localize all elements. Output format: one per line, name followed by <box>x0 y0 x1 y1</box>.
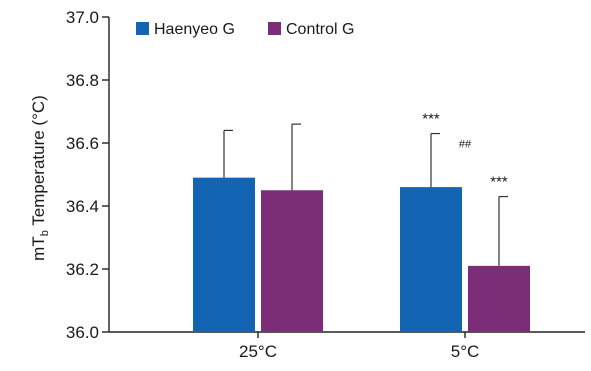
axes: 36.0 36.2 36.4 36.6 36.8 37.0 25°C 5°C <box>66 8 585 361</box>
y-axis-title-subscript: b <box>39 230 51 236</box>
x-tick-label: 5°C <box>451 342 480 361</box>
y-tick-label: 36.6 <box>66 134 99 153</box>
legend-swatch <box>268 22 281 35</box>
x-tick-label: 25°C <box>239 342 277 361</box>
y-tick-label: 36.8 <box>66 71 99 90</box>
y-tick-label: 36.2 <box>66 260 99 279</box>
legend: Haenyeo G Control G <box>136 21 354 38</box>
significance-mark: *** <box>490 174 508 191</box>
y-axis-title-prefix: mT <box>29 236 48 261</box>
legend-label: Haenyeo G <box>154 21 235 38</box>
y-axis-title: mTb Temperature (°C) <box>29 95 51 261</box>
y-tick-label: 36.4 <box>66 197 99 216</box>
legend-swatch <box>136 22 149 35</box>
significance-mark: *** <box>422 111 440 128</box>
y-axis-title-suffix: Temperature (°C) <box>29 95 48 230</box>
bar <box>261 190 323 332</box>
y-tick-label: 37.0 <box>66 8 99 27</box>
bar <box>193 177 255 332</box>
error-bars <box>223 123 508 266</box>
y-tick-label: 36.0 <box>66 323 99 342</box>
bars <box>193 177 530 332</box>
legend-label: Control G <box>286 21 354 38</box>
significance-annotations: *** *** ## <box>422 111 508 191</box>
group-significance-mark: ## <box>459 139 472 151</box>
bar <box>468 265 530 332</box>
bar <box>400 187 462 332</box>
